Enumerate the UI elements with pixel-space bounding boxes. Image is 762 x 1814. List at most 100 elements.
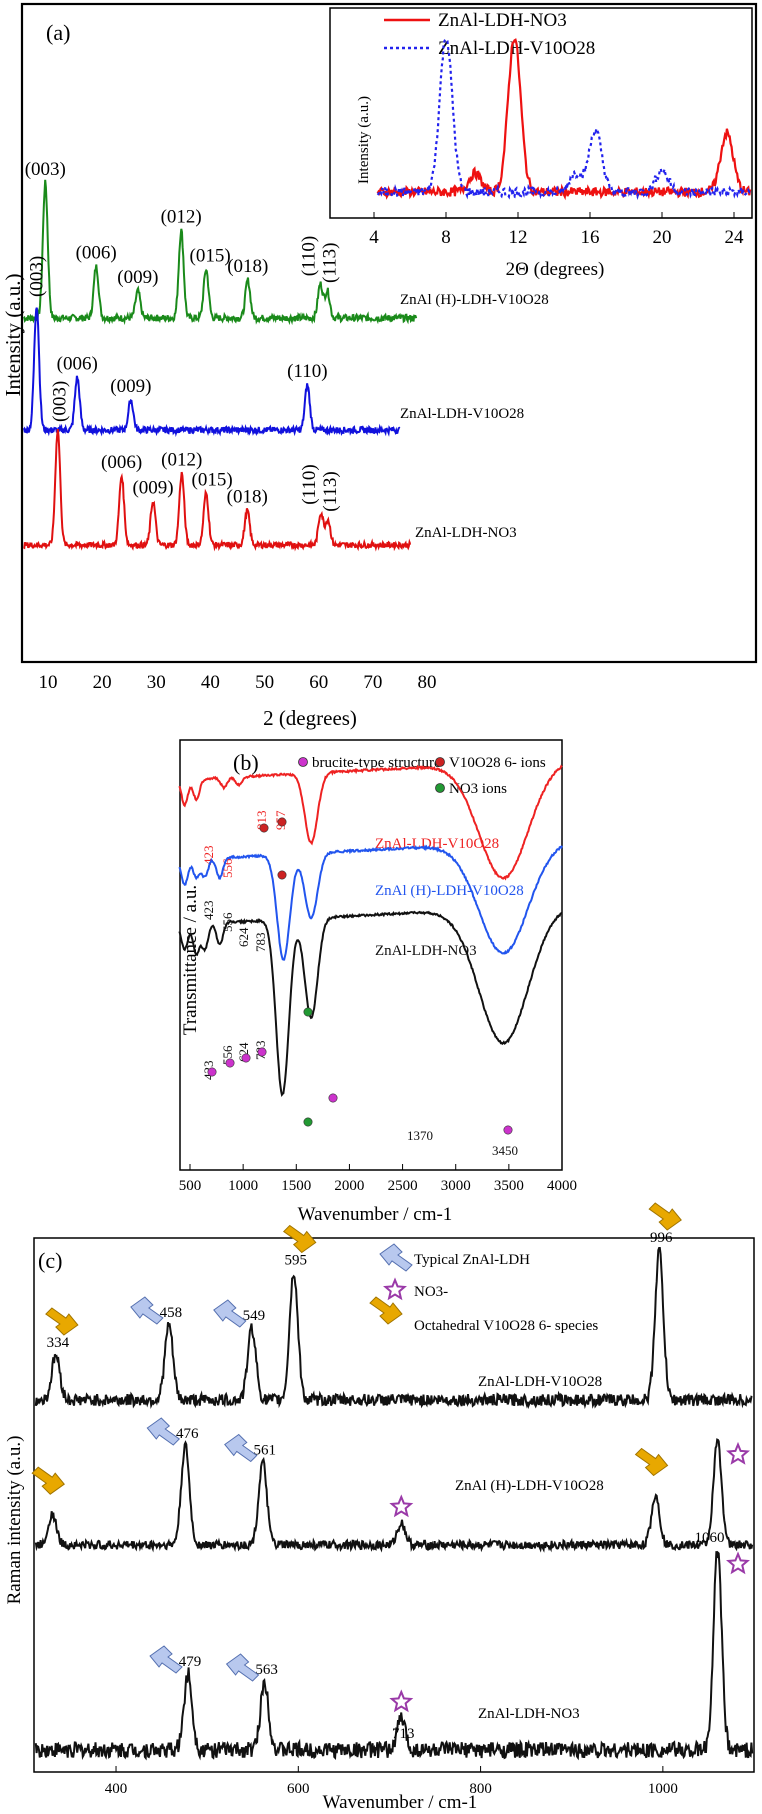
- panel-b-marker-dot-5: [241, 1053, 251, 1063]
- panel-c-marker-0-2: [213, 1299, 247, 1328]
- inset-line-0: [376, 38, 752, 201]
- panel-c-legend-blue-arrow-icon: [379, 1243, 413, 1272]
- panel-c-peak-label-2-1: 563: [255, 1662, 278, 1678]
- panel-b-legend-label-1: V10O28 6- ions: [449, 755, 546, 771]
- inset-xtick-4: 4: [369, 227, 379, 248]
- panel-c-marker-1-3-star-icon: [389, 1494, 414, 1518]
- inset-xtick-20: 20: [653, 227, 672, 248]
- panel-b-legend-label-2: NO3 ions: [449, 781, 507, 797]
- panel-a-xrd-chart: (a) Intensity (a.u.) 10 20 30 40 50 60 70 80 2 …: [1, 2, 758, 730]
- inset-series-group: [376, 38, 752, 201]
- panel-a-line-0: [23, 179, 418, 326]
- panel-c-peak-label-2-3: 1060: [695, 1530, 725, 1546]
- panel-b-peak-label-1-3: 783: [253, 933, 268, 953]
- panel-b-legend-dot-1: [435, 757, 445, 767]
- inset-xlabel: 2Θ (degrees): [506, 259, 605, 280]
- panel-c-peak-label-1-1: 476: [176, 1426, 199, 1442]
- panel-b-peak-label-1-0: 423: [201, 901, 216, 921]
- panel-c-legend-label-1: NO3-: [414, 1284, 448, 1300]
- panel-c-ylabel: Raman intensity (a.u.): [4, 1436, 25, 1605]
- panel-c-legend-label-2: Octahedral V10O28 6- species: [414, 1318, 598, 1334]
- panel-b-series-group: ZnAl-LDH-V10O28423556813957ZnAl (H)-LDH-…: [178, 764, 563, 1158]
- panel-b-peak-label-0-1: 556: [220, 858, 235, 878]
- panel-a-xtick-60: 60: [309, 672, 328, 693]
- panel-a-peak-label-0-1: (006): [76, 243, 117, 264]
- panel-a-series-group: (003)(006)(009)(012)(015)(018) (110) (113)…: [22, 159, 549, 552]
- panel-a-peak-label-0-0: (003): [25, 159, 66, 180]
- panel-b-marker-dot-8: [328, 1093, 338, 1103]
- panel-a-xtick-50: 50: [255, 672, 274, 693]
- panel-c-series-label-0: ZnAl-LDH-V10O28: [478, 1374, 602, 1390]
- panel-b-xtick-500: 500: [179, 1178, 202, 1194]
- panel-c-marker-1-2: [224, 1433, 258, 1463]
- panel-b-marker-dot-0: [259, 823, 269, 833]
- inset-xtick-24: 24: [725, 227, 745, 248]
- panel-c-series-group: ZnAl-LDH-V10O28 334 458 549 595 996 ZnAl (H)-L…: [31, 1202, 754, 1761]
- panel-a-line-2: [23, 428, 412, 552]
- panel-c-line-0: [34, 1247, 753, 1410]
- panel-c-line-2: [34, 1550, 754, 1761]
- panel-c-series-label-2: ZnAl-LDH-NO3: [478, 1706, 580, 1722]
- panel-a-peak-label-2-1: (006): [101, 452, 142, 473]
- panel-c-peak-label-0-0: 334: [47, 1335, 70, 1351]
- panel-a-peak-label-2-7: (113): [320, 471, 341, 511]
- panel-b-xtick-2000: 2000: [334, 1178, 364, 1194]
- panel-b-xtick-3000: 3000: [441, 1178, 471, 1194]
- panel-a-series-label-1: ZnAl-LDH-V10O28: [400, 406, 524, 422]
- panel-b-xtick-1000: 1000: [228, 1178, 258, 1194]
- panel-a-peak-label-1-3: (110): [287, 361, 327, 382]
- inset-line-1: [376, 38, 752, 200]
- panel-c-legend-label-0: Typical ZnAl-LDH: [414, 1252, 530, 1268]
- panel-c-legend-star-icon: [383, 1277, 407, 1301]
- panel-c-frame: [33, 1237, 755, 1773]
- panel-a-peak-label-2-3: (012): [161, 450, 202, 471]
- panel-b-x-ticks: 500 1000 1500 2000 2500 3000 3500 4000: [179, 1164, 577, 1194]
- panel-c-peak-label-0-2: 549: [243, 1308, 266, 1324]
- panel-c-raman-chart: (c) Typical ZnAl-LDH NO3- Octahedral V10O2…: [4, 1202, 755, 1813]
- panel-b-legend-dot-2: [435, 783, 445, 793]
- panel-c-marker-1-1: [146, 1417, 181, 1446]
- panel-a-peak-label-0-4: (015): [190, 245, 231, 266]
- panel-b-line-2: [178, 910, 563, 1097]
- panel-a-peak-label-0-6: (110): [298, 236, 319, 276]
- panel-a-peak-label-2-5: (018): [227, 487, 268, 508]
- panel-c-legend-gold-arrow-icon: [369, 1296, 403, 1325]
- panel-b-xlabel: Wavenumber / cm-1: [298, 1204, 453, 1225]
- panel-a-peak-label-2-6: (110): [299, 464, 320, 504]
- panel-b-ylabel: Transmittance / a.u.: [180, 885, 201, 1035]
- panel-c-x-ticks: 400 600 800 1000: [105, 1766, 678, 1797]
- panel-a-ylabel: Intensity (a.u.): [1, 273, 25, 396]
- panel-c-marker-2-0: [149, 1645, 183, 1674]
- panel-c-peak-label-0-3: 595: [284, 1253, 307, 1269]
- panel-a-xtick-40: 40: [201, 672, 220, 693]
- panel-b-marker-dot-6: [257, 1047, 267, 1057]
- panel-b-line-1: [178, 844, 563, 961]
- panel-b-series-label-1: ZnAl (H)-LDH-V10O28: [375, 883, 524, 899]
- panel-b-xtick-2500: 2500: [388, 1178, 418, 1194]
- panel-b-peak-label-2-4: 1370: [407, 1128, 433, 1143]
- panel-a-peak-label-2-0: (003): [50, 381, 71, 422]
- panel-c-series-label-1: ZnAl (H)-LDH-V10O28: [455, 1478, 604, 1494]
- panel-c-marker-2-2-star-icon: [389, 1689, 414, 1713]
- panel-a-peak-label-1-0: (003): [27, 256, 48, 297]
- panel-b-label: (b): [233, 750, 259, 775]
- panel-a-xtick-70: 70: [363, 672, 382, 693]
- inset-ylabel: Intensity (a.u.): [356, 96, 372, 184]
- panel-a-series-label-2: ZnAl-LDH-NO3: [415, 525, 517, 541]
- panel-c-peak-label-1-2: 561: [254, 1443, 277, 1459]
- panel-c-marker-1-0: [31, 1466, 65, 1495]
- inset-legend-no3: ZnAl-LDH-NO3: [438, 10, 567, 31]
- panel-a-xtick-80: 80: [418, 672, 437, 693]
- panel-a-peak-label-2-4: (015): [192, 469, 233, 490]
- panel-c-peak-label-2-2: 713: [392, 1726, 415, 1742]
- panel-b-marker-dot-4: [225, 1058, 235, 1068]
- panel-c-marker-0-1: [130, 1296, 164, 1325]
- panel-a-peak-label-1-2: (009): [110, 376, 151, 397]
- panel-c-peak-label-0-4: 996: [650, 1230, 673, 1246]
- panel-a-inset: ZnAl-LDH-NO3 ZnAl-LDH-V10O28 4 8 12 16 20 24 …: [329, 7, 753, 280]
- panel-c-peak-label-0-1: 458: [160, 1305, 183, 1321]
- panel-b-xtick-3500: 3500: [494, 1178, 524, 1194]
- panel-a-peak-label-0-7: (113): [319, 243, 340, 283]
- panel-a-peak-label-1-1: (006): [57, 354, 98, 375]
